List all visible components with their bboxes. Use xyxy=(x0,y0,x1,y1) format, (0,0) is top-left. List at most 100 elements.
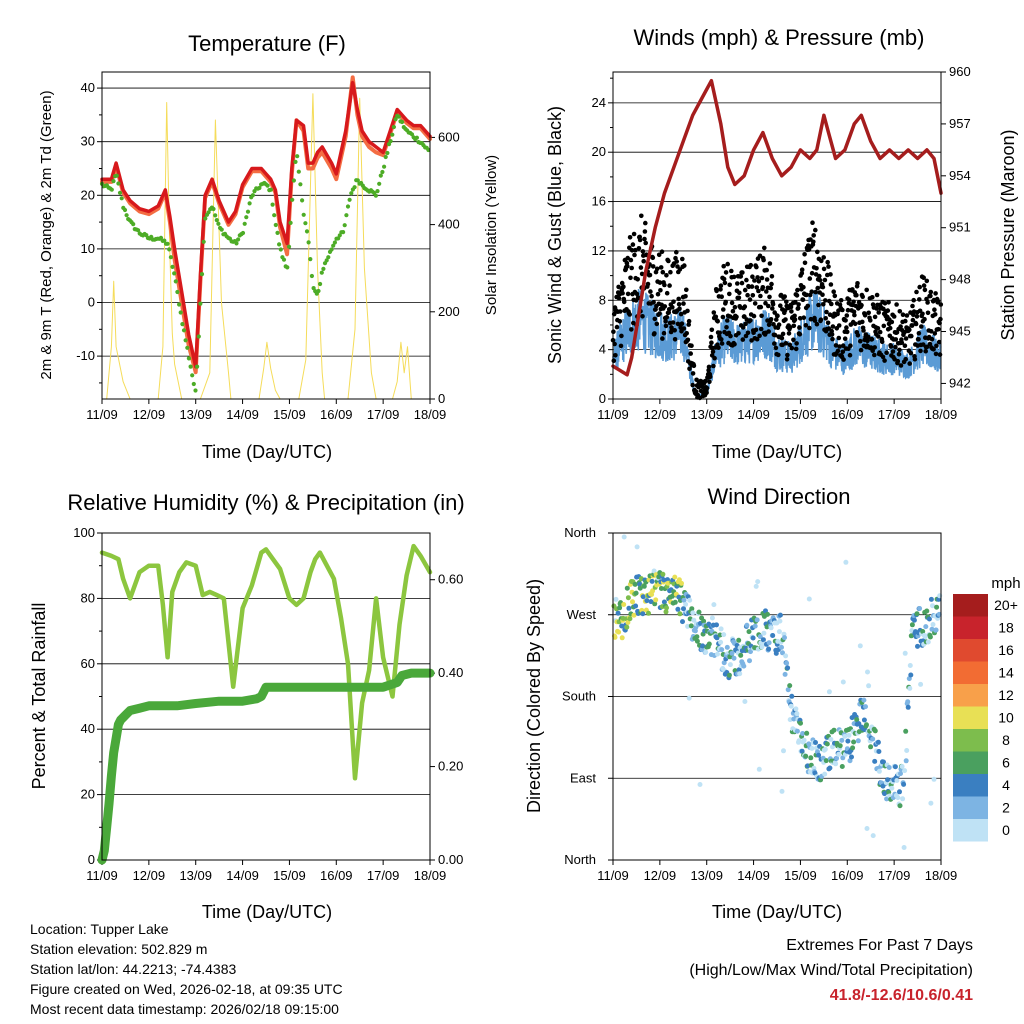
dewpoint-point xyxy=(201,239,206,244)
gust-point xyxy=(875,326,881,331)
dewpoint-point xyxy=(175,289,180,295)
winds-xlabel: Time (Day/UTC) xyxy=(712,442,842,462)
legend-swatch xyxy=(953,706,988,729)
x-tick-label: 15/09 xyxy=(784,407,817,422)
direction-point xyxy=(886,765,892,770)
direction-point xyxy=(822,771,828,777)
dewpoint-point xyxy=(388,139,393,144)
dewpoint-point xyxy=(378,173,383,178)
gust-point xyxy=(874,292,880,298)
gust-point xyxy=(894,302,899,307)
direction-point xyxy=(839,737,845,743)
dewpoint-point xyxy=(198,301,203,306)
direction-point xyxy=(711,602,717,608)
gust-point xyxy=(830,336,835,342)
direction-point xyxy=(741,663,747,669)
gust-point xyxy=(752,278,757,283)
gust-point xyxy=(884,350,889,356)
gust-point xyxy=(801,315,807,321)
gust-point xyxy=(775,313,780,319)
direction-point xyxy=(923,624,929,630)
dewpoint-point xyxy=(199,272,205,277)
direction-point xyxy=(681,597,687,603)
legend-label: 20+ xyxy=(994,597,1018,613)
x-tick-label: 17/09 xyxy=(367,868,400,883)
direction-point xyxy=(727,662,733,668)
gust-point xyxy=(670,305,675,310)
direction-point xyxy=(782,635,787,641)
gust-point xyxy=(645,281,651,287)
y-tick-label: 20 xyxy=(81,787,95,802)
dewpoint-point xyxy=(400,119,405,125)
gust-point xyxy=(658,265,664,270)
gust-point xyxy=(667,283,672,288)
direction-point xyxy=(865,669,870,675)
direction-point xyxy=(804,730,810,736)
dewpoint-point xyxy=(117,190,123,195)
gust-point xyxy=(898,324,903,329)
gust-point xyxy=(752,301,758,306)
direction-point xyxy=(744,622,750,628)
gust-point xyxy=(825,320,831,326)
direction-point xyxy=(842,733,848,739)
dewpoint-point xyxy=(250,193,255,198)
gust-point xyxy=(912,356,918,362)
gust-point xyxy=(690,371,696,376)
direction-point xyxy=(881,759,886,765)
direction-point xyxy=(721,632,727,638)
y-tick-label: South xyxy=(562,689,596,704)
gust-point xyxy=(808,316,814,322)
direction-point xyxy=(822,746,828,752)
y-tick-label: 0 xyxy=(599,391,606,406)
direction-point xyxy=(855,738,861,744)
gust-point xyxy=(658,288,663,293)
direction-point xyxy=(615,610,621,616)
direction-point xyxy=(625,620,631,625)
gust-point xyxy=(821,255,826,260)
x-tick-label: 15/09 xyxy=(273,407,306,422)
gust-point xyxy=(635,277,640,282)
dewpoint-point xyxy=(268,187,273,192)
gust-point xyxy=(916,331,922,336)
y2-tick-label: 960 xyxy=(949,64,971,79)
gust-point xyxy=(914,289,919,295)
x-tick-label: 15/09 xyxy=(273,868,306,883)
gust-point xyxy=(761,257,766,263)
gust-point xyxy=(796,302,801,307)
gust-point xyxy=(740,337,746,342)
direction-point xyxy=(905,699,911,705)
gust-point xyxy=(764,267,769,273)
gust-point xyxy=(625,291,631,297)
legend-swatch xyxy=(953,751,988,774)
dewpoint-point xyxy=(309,273,314,279)
gust-point xyxy=(928,329,934,334)
dewpoint-point xyxy=(382,164,387,169)
dewpoint-point xyxy=(288,220,293,225)
dewpoint-point xyxy=(167,247,172,252)
winds-frame xyxy=(612,71,942,400)
dewpoint-point xyxy=(414,135,419,140)
dewpoint-point xyxy=(195,364,200,369)
direction-point xyxy=(663,609,669,615)
gust-point xyxy=(770,301,776,307)
legend-label: 8 xyxy=(1002,732,1010,748)
dewpoint-point xyxy=(257,185,262,191)
gust-point xyxy=(664,273,669,278)
gust-point xyxy=(821,266,827,272)
direction-point xyxy=(766,640,772,646)
gust-point xyxy=(627,312,632,317)
gust-point xyxy=(859,302,864,308)
direction-point xyxy=(688,623,694,629)
dewpoint-point xyxy=(168,255,173,260)
direction-point xyxy=(633,603,639,609)
gust-point xyxy=(720,314,726,320)
gust-point xyxy=(719,341,725,346)
gust-point xyxy=(876,310,881,315)
dewpoint-point xyxy=(393,117,398,122)
direction-point xyxy=(897,789,902,795)
dewpoint-point xyxy=(286,244,292,249)
gust-point xyxy=(703,378,708,384)
gust-point xyxy=(921,283,927,288)
dewpoint-point xyxy=(173,279,178,284)
gust-point xyxy=(804,292,809,298)
